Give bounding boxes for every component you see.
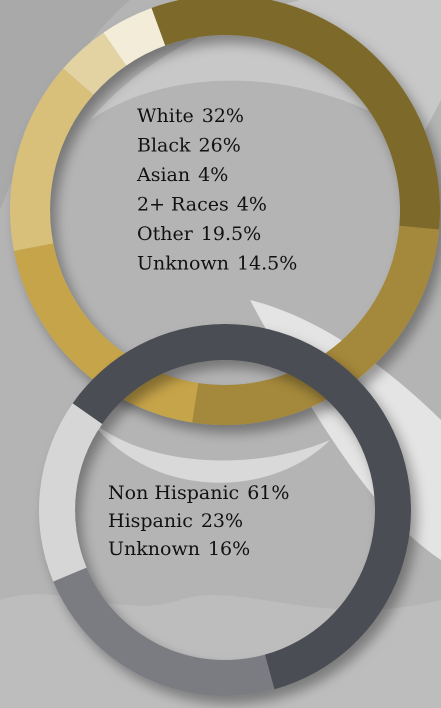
- segment-name: Asian: [136, 164, 190, 186]
- segment-value: 32%: [202, 105, 244, 127]
- segment-value: 23%: [201, 510, 243, 532]
- segment-value: 61%: [247, 482, 289, 504]
- segment-name: 2+ Races: [137, 194, 229, 216]
- segment-name: Unknown: [137, 253, 229, 275]
- segment-label: Non Hispanic 61%: [108, 482, 289, 504]
- donut-segment: [103, 7, 166, 66]
- segment-label: Unknown 14.5%: [137, 253, 297, 275]
- segment-label: 2+ Races 4%: [137, 194, 267, 216]
- segment-name: Other: [137, 223, 194, 245]
- donut-segment: [63, 32, 127, 95]
- segment-name: Hispanic: [108, 510, 193, 532]
- segment-name: Unknown: [108, 538, 200, 560]
- segment-value: 16%: [208, 538, 250, 560]
- segment-value: 19.5%: [201, 223, 261, 245]
- segment-value: 14.5%: [237, 253, 297, 275]
- donut-segment: [151, 0, 440, 230]
- segment-label: Other 19.5%: [137, 223, 261, 245]
- donut-chart: [9, 0, 440, 426]
- segment-name: White: [137, 105, 194, 127]
- donut-segment: [38, 403, 103, 582]
- segment-label: Unknown 16%: [108, 538, 250, 560]
- segment-name: Non Hispanic: [108, 482, 239, 504]
- segment-value: 4%: [198, 164, 228, 186]
- segment-label: Asian 4%: [136, 164, 228, 186]
- segment-value: 26%: [199, 135, 241, 157]
- donut-chart: [38, 323, 411, 696]
- donut-segment: [53, 567, 275, 696]
- segment-name: Black: [137, 135, 191, 157]
- donut-segment: [9, 68, 94, 252]
- segment-label: Black 26%: [137, 135, 241, 157]
- segment-value: 4%: [237, 194, 267, 216]
- segment-label: White 32%: [137, 105, 244, 127]
- segment-label: Hispanic 23%: [108, 510, 243, 532]
